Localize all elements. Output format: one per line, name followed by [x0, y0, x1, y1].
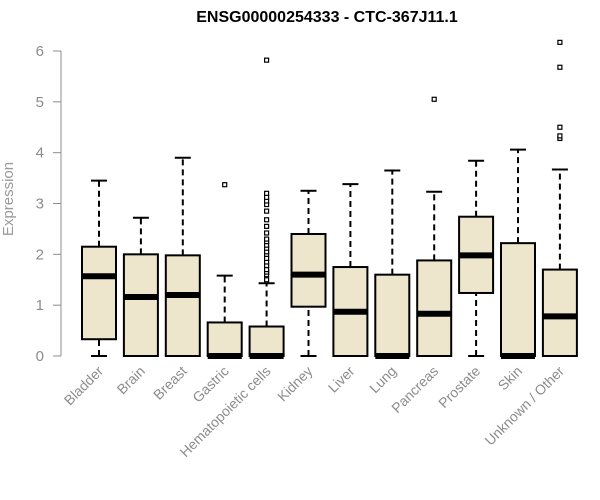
box-body	[122, 253, 159, 357]
outlier-point	[264, 194, 270, 200]
x-tick-label-kidney: Kidney	[274, 363, 316, 405]
outlier-point	[557, 133, 563, 139]
x-tick-label-lung: Lung	[366, 363, 399, 396]
x-tick-label-pancreas: Pancreas	[388, 363, 441, 416]
y-axis: 0 1 2 3 4 5 6	[36, 43, 62, 365]
outlier-point	[557, 124, 563, 130]
box-body	[500, 242, 536, 357]
x-tick-label-bladder: Bladder	[61, 363, 107, 409]
y-axis-label: Expression	[0, 162, 17, 236]
box-body	[206, 321, 243, 358]
chart-title: ENSG00000254333 - CTC-367J11.1	[196, 9, 458, 26]
box-kidney	[290, 189, 327, 357]
x-tick-label-brain: Brain	[114, 363, 148, 397]
x-tick-label-skin: Skin	[495, 363, 526, 394]
box-prostate	[458, 159, 495, 357]
box-body	[541, 268, 578, 358]
y-tick-label-2: 2	[36, 246, 44, 263]
y-tick-label-5: 5	[36, 94, 44, 111]
box-breast	[164, 156, 201, 358]
outlier-point	[264, 223, 270, 229]
x-tick-label-liver: Liver	[325, 363, 358, 396]
box-body	[416, 259, 453, 357]
x-tick-label-unknown-other: Unknown / Other	[481, 363, 567, 449]
y-tick-label-6: 6	[36, 43, 44, 60]
outlier-point	[264, 217, 270, 223]
y-tick-label-4: 4	[36, 145, 44, 162]
outlier-point	[557, 64, 563, 70]
box-liver	[332, 183, 369, 357]
box-body	[374, 273, 411, 357]
box-pancreas	[416, 96, 453, 357]
outlier-point	[557, 39, 563, 45]
outlier-point	[431, 96, 437, 102]
box-body	[290, 233, 327, 308]
y-tick-label-3: 3	[36, 196, 44, 213]
outlier-point	[264, 208, 270, 214]
box-hematopoietic-cells	[248, 57, 285, 359]
box-skin	[500, 148, 536, 359]
box-body	[248, 325, 285, 357]
box-gastric	[206, 182, 243, 359]
outlier-point	[264, 236, 270, 242]
box-body	[81, 245, 117, 341]
box-unknown-other	[541, 39, 578, 358]
x-tick-label-breast: Breast	[150, 363, 190, 403]
outlier-point	[222, 182, 228, 188]
box-lung	[374, 169, 411, 359]
outlier-point	[264, 255, 270, 261]
y-tick-label-0: 0	[36, 348, 44, 365]
outlier-point	[264, 266, 270, 273]
box-series	[81, 39, 578, 359]
box-brain	[122, 216, 159, 357]
outlier-point	[264, 230, 270, 236]
y-tick-label-1: 1	[36, 297, 44, 314]
outlier-point	[264, 277, 270, 283]
x-tick-label-prostate: Prostate	[435, 363, 483, 411]
outlier-point	[264, 190, 270, 196]
outlier-point	[264, 57, 270, 63]
box-bladder	[81, 179, 117, 357]
box-body	[164, 254, 201, 358]
